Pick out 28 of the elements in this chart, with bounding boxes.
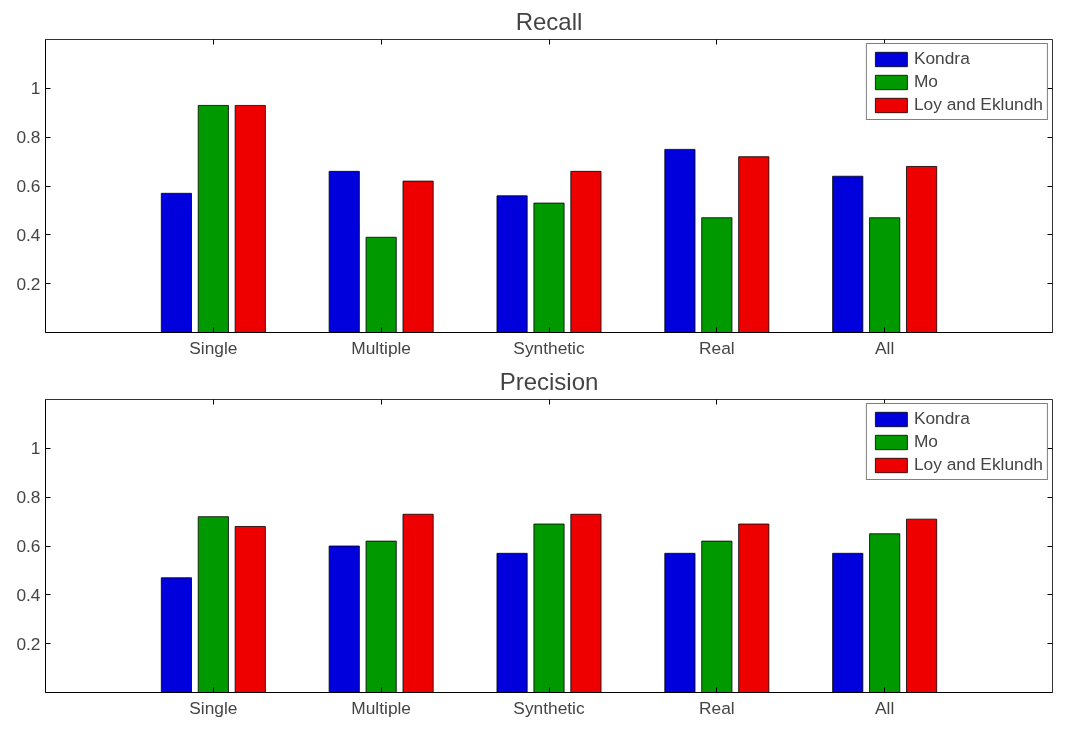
x-tick-label: Multiple	[351, 697, 412, 718]
y-tick-label: 0.6	[16, 176, 41, 196]
x-tick-label: Real	[699, 697, 735, 718]
x-tick-label: All	[875, 697, 895, 718]
legend-label: Mo	[913, 71, 938, 92]
y-tick-label: 0.8	[16, 127, 41, 148]
x-tick-label: Single	[189, 337, 238, 358]
chart-title: Precision	[499, 367, 599, 395]
y-tick-label: 0.4	[16, 584, 41, 605]
y-tick-label: 0.2	[16, 633, 41, 654]
legend-label: Loy and Eklundh	[913, 94, 1043, 115]
y-tick-label: 1	[30, 78, 41, 99]
legend-label: Kondra	[913, 48, 970, 69]
x-tick-label: Synthetic	[513, 337, 585, 358]
x-tick-label: Real	[699, 337, 735, 358]
legend-label: Mo	[913, 431, 938, 452]
y-tick-label: 0.2	[16, 273, 41, 294]
y-tick-label: 1	[30, 438, 41, 459]
y-tick-label: 0.6	[16, 536, 41, 556]
y-tick-label: 0.8	[16, 487, 41, 508]
x-tick-label: Multiple	[351, 337, 412, 358]
chart-title: Recall	[515, 7, 583, 35]
x-tick-label: All	[875, 337, 895, 358]
x-tick-label: Single	[189, 697, 238, 718]
legend-label: Loy and Eklundh	[913, 454, 1043, 475]
x-tick-label: Synthetic	[513, 697, 585, 718]
y-tick-label: 0.4	[16, 224, 41, 245]
legend-label: Kondra	[913, 408, 970, 429]
